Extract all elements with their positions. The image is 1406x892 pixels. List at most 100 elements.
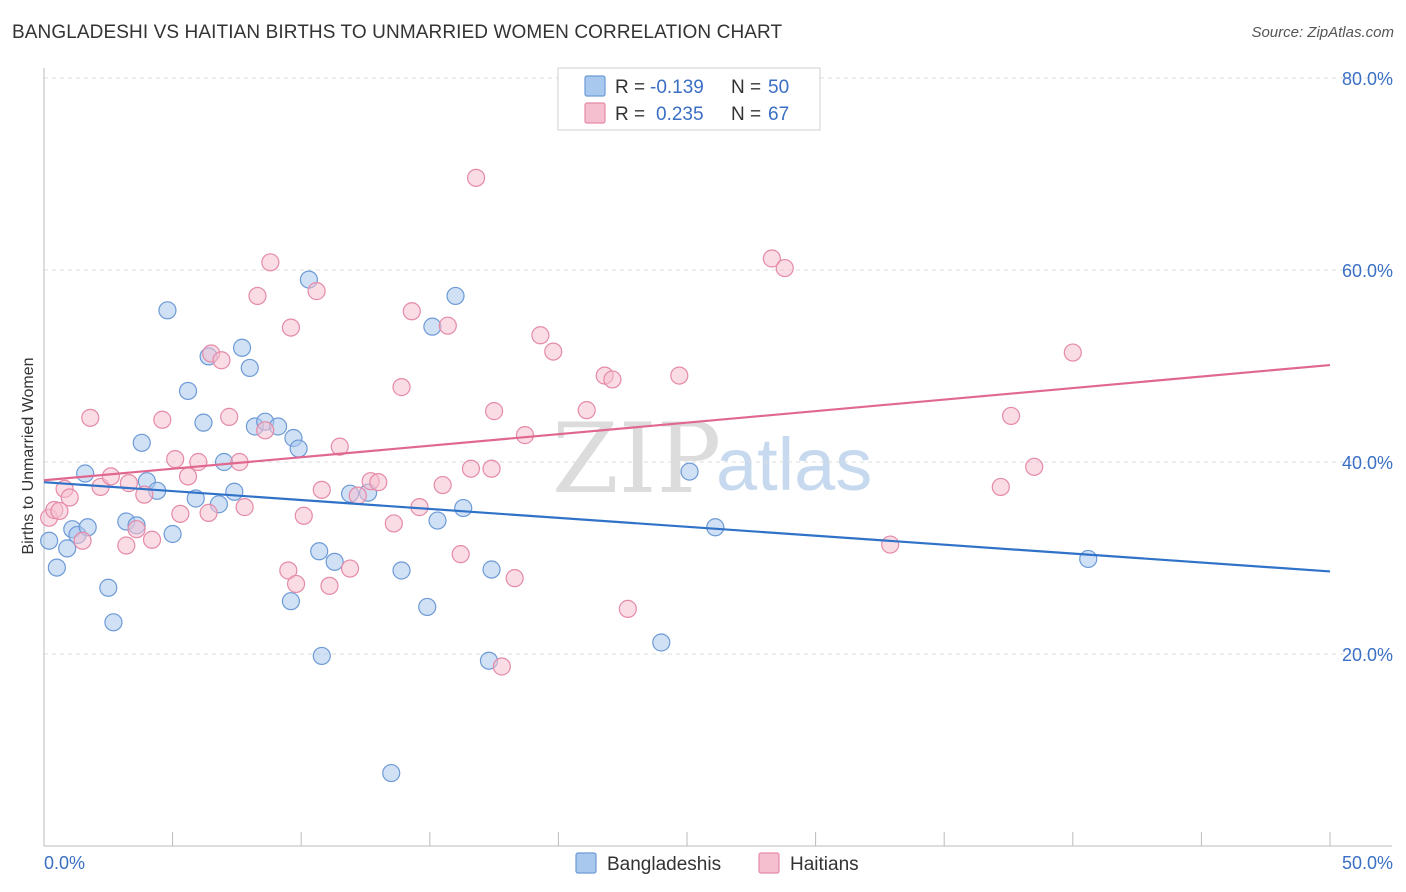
point-haitians-31 (294, 506, 313, 525)
legend-bangladeshis-swatch (575, 852, 597, 874)
point-haitians-35 (330, 437, 349, 456)
point-bangladeshis-40 (423, 317, 442, 336)
point-haitians-54 (531, 326, 550, 345)
point-haitians-6 (81, 408, 100, 427)
point-haitians-44 (433, 475, 452, 495)
point-haitians-52 (505, 569, 524, 588)
point-haitians-27 (261, 253, 280, 272)
point-haitians-24 (235, 498, 254, 517)
point-bangladeshis-8 (104, 613, 123, 632)
stats-legend-n-value-2: 67 (768, 104, 789, 125)
stats-legend: R = -0.139 N = 50 R = 0.235 N = 67 (557, 67, 821, 131)
point-haitians-46 (451, 545, 470, 564)
point-bangladeshis-49 (1079, 549, 1098, 569)
point-haitians-26 (256, 421, 275, 440)
point-haitians-45 (438, 316, 457, 335)
point-haitians-9 (117, 536, 136, 555)
y-tick-label-60: 60.0% (1342, 261, 1393, 281)
stats-legend-r-label-2: R = (615, 104, 645, 125)
point-bangladeshis-30 (289, 439, 308, 458)
point-bangladeshis-22 (225, 482, 244, 501)
point-bangladeshis-5 (76, 464, 95, 483)
x-tick-label-max: 50.0% (1342, 853, 1393, 873)
point-haitians-8 (101, 467, 120, 486)
stats-legend-n-label-1: N = (731, 77, 761, 98)
y-tick-label-80: 80.0% (1342, 69, 1393, 89)
point-bangladeshis-28 (281, 592, 301, 611)
point-haitians-58 (603, 370, 622, 389)
legend-haitians-swatch (758, 852, 780, 874)
watermark-atlas: atlas (716, 423, 872, 506)
point-bangladeshis-14 (158, 301, 177, 320)
point-haitians-64 (991, 477, 1010, 497)
point-bangladeshis-34 (325, 552, 344, 571)
point-haitians-50 (485, 402, 504, 421)
stats-legend-r-value-2: 0.235 (656, 104, 704, 125)
y-tick-labels: 20.0% 40.0% 60.0% 80.0% (1342, 69, 1393, 665)
point-bangladeshis-45 (482, 560, 501, 579)
point-bangladeshis-38 (392, 561, 411, 580)
point-bangladeshis-2 (58, 539, 77, 558)
point-haitians-63 (881, 535, 900, 554)
point-haitians-49 (482, 459, 501, 478)
point-bangladeshis-23 (232, 338, 252, 357)
point-haitians-48 (466, 168, 486, 187)
trend-lines (43, 363, 1331, 573)
series-bangladeshis-points (40, 270, 1098, 783)
point-haitians-56 (577, 401, 596, 420)
point-haitians-55 (544, 342, 563, 361)
point-haitians-16 (171, 504, 190, 523)
stats-legend-n-value-1: 50 (768, 77, 789, 98)
point-haitians-4 (60, 488, 79, 507)
point-haitians-60 (670, 366, 689, 385)
point-bangladeshis-17 (186, 489, 205, 508)
point-haitians-36 (340, 559, 360, 578)
point-bangladeshis-11 (132, 433, 151, 452)
point-bangladeshis-18 (194, 413, 213, 432)
point-haitians-14 (153, 410, 172, 429)
point-haitians-11 (127, 520, 146, 539)
point-haitians-47 (461, 459, 481, 478)
chart-source: Source: ZipAtlas.com (1251, 24, 1394, 41)
point-bangladeshis-37 (382, 763, 401, 783)
stats-legend-r-label-1: R = (615, 77, 645, 98)
point-haitians-41 (392, 378, 411, 397)
point-bangladeshis-39 (418, 597, 437, 617)
x-axis-ticks (43, 832, 1331, 846)
stats-legend-r-value-1: -0.139 (650, 77, 704, 98)
y-tick-label-20: 20.0% (1342, 645, 1393, 665)
point-haitians-17 (178, 467, 198, 486)
point-haitians-2 (50, 501, 69, 521)
point-haitians-59 (618, 599, 637, 618)
point-bangladeshis-42 (446, 286, 465, 306)
point-bangladeshis-47 (680, 462, 699, 481)
legend-haitians-label: Haitians (790, 854, 859, 875)
point-haitians-62 (775, 258, 794, 278)
point-haitians-21 (212, 351, 231, 370)
point-bangladeshis-1 (47, 558, 66, 577)
point-haitians-19 (199, 503, 218, 522)
point-bangladeshis-33 (312, 646, 331, 666)
stats-legend-blue-swatch (584, 75, 606, 97)
point-haitians-5 (73, 531, 92, 550)
point-bangladeshis-15 (163, 524, 182, 544)
point-haitians-15 (166, 450, 185, 469)
x-tick-label-min: 0.0% (44, 853, 85, 873)
point-haitians-66 (1025, 457, 1044, 476)
point-bangladeshis-16 (178, 381, 198, 401)
stats-legend-pink-swatch (584, 102, 606, 124)
point-haitians-28 (279, 561, 298, 580)
point-haitians-34 (320, 576, 339, 595)
point-haitians-25 (248, 286, 267, 306)
point-haitians-67 (1063, 343, 1082, 362)
point-haitians-39 (369, 473, 388, 492)
y-axis-title: Births to Unmarried Women (20, 357, 37, 554)
trend-line-haitians (43, 363, 1331, 482)
point-haitians-42 (402, 302, 421, 321)
axes (43, 68, 1392, 847)
point-haitians-61 (762, 249, 781, 268)
chart-title: BANGLADESHI VS HAITIAN BIRTHS TO UNMARRI… (12, 22, 783, 43)
y-tick-label-40: 40.0% (1342, 453, 1393, 473)
point-haitians-65 (1001, 406, 1021, 426)
